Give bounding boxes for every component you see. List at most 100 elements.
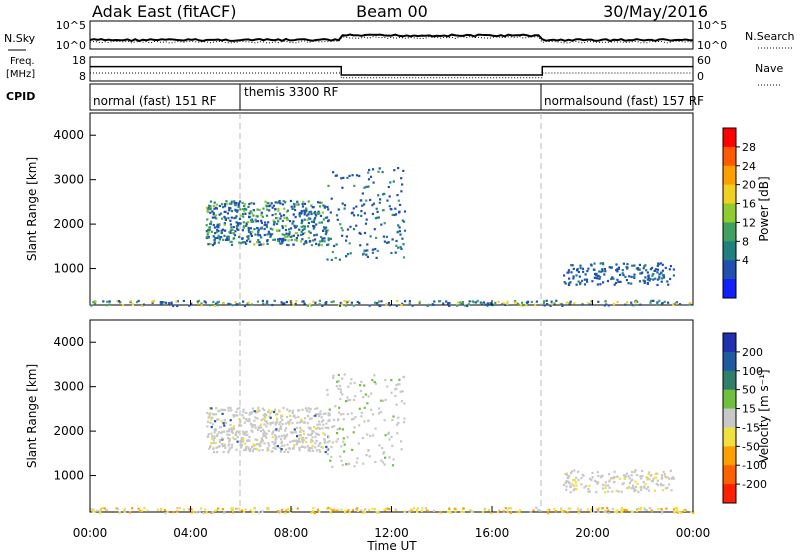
scatter-cell xyxy=(566,474,569,477)
scatter-cell xyxy=(345,235,348,238)
scatter-cell xyxy=(656,479,659,482)
scatter-cell xyxy=(606,279,610,283)
scatter-cell xyxy=(290,508,294,511)
scatter-cell xyxy=(271,440,274,443)
scatter-cell xyxy=(235,507,238,510)
scatter-cell xyxy=(288,414,292,417)
scatter-cell xyxy=(337,208,340,211)
scatter-cell xyxy=(308,240,311,243)
scatter-cell xyxy=(652,278,655,281)
scatter-cell xyxy=(264,434,267,437)
scatter-cell xyxy=(355,224,358,227)
scatter-cell xyxy=(286,421,290,424)
scatter-cell xyxy=(330,300,333,304)
scatter-cell xyxy=(256,226,259,230)
scatter-cell xyxy=(639,303,642,306)
scatter-cell xyxy=(190,507,193,510)
freq-frame xyxy=(89,56,694,82)
scatter-cell xyxy=(315,427,318,430)
scatter-cell xyxy=(314,238,317,241)
scatter-cell xyxy=(279,217,282,220)
scatter-cell xyxy=(239,200,242,203)
scatter-cell xyxy=(220,203,224,206)
scatter-cell xyxy=(283,437,286,440)
scatter-cell xyxy=(341,234,344,237)
scatter-cell xyxy=(102,300,105,303)
scatter-cell xyxy=(213,207,216,210)
scatter-cell xyxy=(390,391,393,394)
scatter-cell xyxy=(399,390,402,393)
scatter-cell xyxy=(293,439,296,443)
scatter-cell xyxy=(588,484,591,487)
scatter-cell xyxy=(315,432,318,435)
scatter-cell xyxy=(587,487,590,491)
scatter-cell xyxy=(233,202,236,205)
scatter-cell xyxy=(284,429,287,432)
scatter-cell xyxy=(599,283,602,286)
scatter-cell xyxy=(252,444,255,447)
scatter-cell xyxy=(268,232,271,235)
scatter-cell xyxy=(661,489,665,492)
scatter-cell xyxy=(442,302,445,305)
y-tick-label: 2000 xyxy=(53,424,84,438)
scatter-cell xyxy=(283,235,286,238)
scatter-cell xyxy=(232,427,235,431)
scatter-cell xyxy=(286,433,289,436)
scatter-cell xyxy=(257,228,260,231)
scatter-cell xyxy=(308,449,312,452)
scatter-cell xyxy=(648,279,651,282)
scatter-cell xyxy=(242,408,245,411)
scatter-cell xyxy=(296,439,299,442)
scatter-cell xyxy=(283,207,286,210)
scatter-cell xyxy=(365,199,368,202)
scatter-cell xyxy=(230,202,233,205)
scatter-cell xyxy=(563,274,566,277)
scatter-cell xyxy=(241,414,244,417)
scatter-cell xyxy=(324,426,327,429)
scatter-cell xyxy=(276,412,279,416)
scatter-cell xyxy=(207,231,210,234)
scatter-cell xyxy=(257,233,260,236)
scatter-cell xyxy=(669,469,672,472)
colorbar-tick-label: 4 xyxy=(742,254,749,267)
scatter-cell xyxy=(248,418,251,421)
scatter-cell xyxy=(644,483,647,486)
scatter-cell xyxy=(245,418,248,421)
scatter-cell xyxy=(227,217,230,220)
scatter-cell xyxy=(298,409,301,412)
scatter-cell xyxy=(401,237,404,240)
scatter-cell xyxy=(232,226,235,229)
x-tick-label: 08:00 xyxy=(274,526,309,540)
scatter-cell xyxy=(272,238,275,241)
scatter-cell xyxy=(374,248,377,251)
scatter-cell xyxy=(256,241,259,244)
scatter-cell xyxy=(565,480,568,483)
scatter-cell xyxy=(294,302,297,305)
scatter-cell xyxy=(656,301,659,304)
scatter-cell xyxy=(360,415,363,418)
scatter-cell xyxy=(272,219,275,222)
scatter-cell xyxy=(594,273,597,276)
scatter-cell xyxy=(386,507,389,510)
scatter-cell xyxy=(368,304,371,307)
scatter-cell xyxy=(604,300,607,303)
scatter-cell xyxy=(360,210,363,213)
scatter-cell xyxy=(293,414,296,417)
scatter-cell xyxy=(242,215,245,218)
scatter-cell xyxy=(394,394,397,398)
scatter-cell xyxy=(312,430,315,433)
scatter-cell xyxy=(291,422,294,425)
scatter-cell xyxy=(562,483,566,486)
scatter-cell xyxy=(283,217,286,220)
scatter-cell xyxy=(251,407,254,410)
scatter-cell xyxy=(273,238,276,241)
scatter-cell xyxy=(118,511,121,514)
scatter-cell xyxy=(276,445,279,448)
scatter-cell xyxy=(268,415,271,418)
scatter-cell xyxy=(585,278,589,281)
scatter-cell xyxy=(547,512,550,515)
scatter-cell xyxy=(119,301,122,304)
scatter-cell xyxy=(381,171,384,174)
scatter-cell xyxy=(322,412,325,415)
scatter-cell xyxy=(317,415,321,418)
